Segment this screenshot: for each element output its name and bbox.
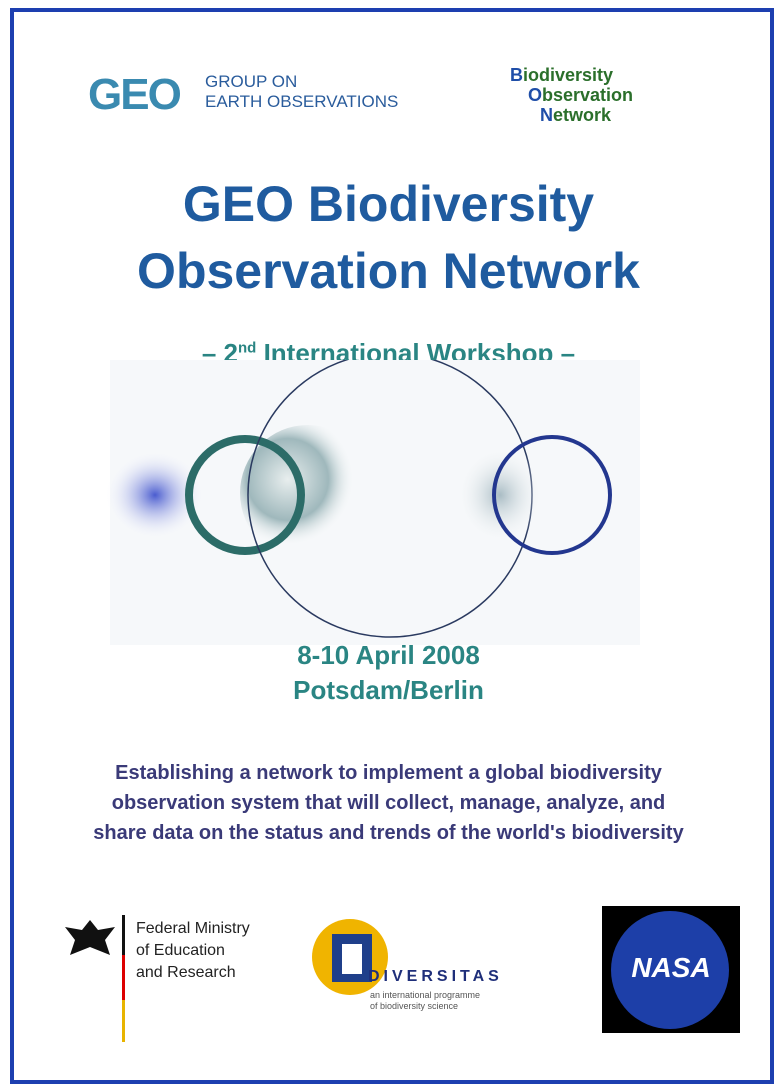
flag-stripe xyxy=(122,955,125,1000)
subtitle-sup: nd xyxy=(238,339,256,356)
description: share data on the status and trends of t… xyxy=(0,822,777,845)
title: Observation Network xyxy=(0,242,777,300)
sponsor-text: of Education xyxy=(136,942,225,960)
date: 8-10 April 2008 xyxy=(0,640,777,671)
sphere xyxy=(240,425,376,561)
poster: GEO GROUP ON EARTH OBSERVATIONS Biodiver… xyxy=(0,0,777,1088)
bon-logo-text: Network xyxy=(540,105,611,125)
sponsor-text: Federal Ministry xyxy=(136,920,250,938)
bon-logo-text: Biodiversity xyxy=(510,65,613,85)
diversitas-icon xyxy=(312,912,392,1002)
flag-stripe xyxy=(122,915,125,955)
title: GEO Biodiversity xyxy=(0,175,777,233)
blob xyxy=(455,445,545,545)
description: observation system that will collect, ma… xyxy=(0,792,777,815)
location: Potsdam/Berlin xyxy=(0,675,777,706)
geo-logo-text: GROUP ON xyxy=(205,72,297,92)
sponsor-text: and Research xyxy=(136,964,236,982)
eagle-icon xyxy=(60,915,120,965)
sponsor-text: of biodiversity science xyxy=(370,1001,458,1011)
bon-logo-text: Observation xyxy=(528,85,633,105)
nasa-logo-text: NASA xyxy=(602,952,740,984)
circles-graphic xyxy=(100,360,660,650)
sponsor-text: an international programme xyxy=(370,990,480,1000)
geo-logo: GEO xyxy=(88,70,180,120)
flag-stripe xyxy=(122,1000,125,1042)
description: Establishing a network to implement a gl… xyxy=(0,762,777,785)
sponsor-text: DIVERSITAS xyxy=(368,968,503,986)
geo-logo-text: EARTH OBSERVATIONS xyxy=(205,92,398,112)
